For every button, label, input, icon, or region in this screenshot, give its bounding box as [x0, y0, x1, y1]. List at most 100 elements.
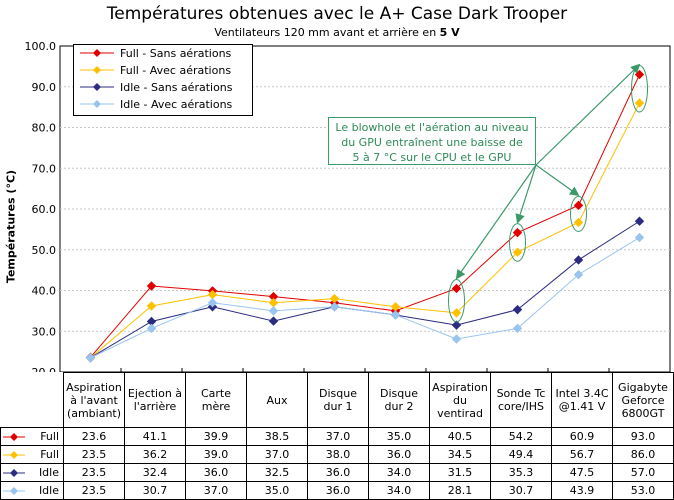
table-corner [1, 373, 64, 428]
table-cell: 35.0 [246, 481, 308, 500]
chart-subtitle: Ventilateurs 120 mm avant et arrière en … [0, 26, 674, 39]
table-cell: 86.0 [612, 445, 674, 464]
row-label: Full [0, 427, 64, 446]
callout-arrow [535, 164, 580, 197]
table-cell: 56.7 [551, 445, 613, 464]
callout-arrow [455, 164, 537, 280]
legend: Full - Sans aérations Full - Avec aératio… [73, 44, 253, 116]
table-cell: 60.9 [551, 427, 613, 446]
legend-marker-icon [80, 49, 114, 57]
data-point [451, 308, 462, 318]
table-row: Idle 23.5 32.4 36.0 32.5 36.0 34.0 31.5 35.3 47.5… [0, 463, 674, 482]
data-point [451, 334, 462, 344]
table-column-header: Ejection à l'arrière [124, 372, 186, 428]
table-cell: 32.4 [124, 463, 186, 482]
y-tick-label: 60.0 [32, 203, 57, 216]
table-cell: 30.7 [490, 481, 552, 500]
table-column-header: Sonde Tc core/IHS [490, 372, 552, 428]
data-point [390, 310, 401, 320]
y-tick-label: 40.0 [32, 285, 57, 298]
table-cell: 35.3 [490, 463, 552, 482]
data-point [146, 323, 157, 334]
highlight-ellipse [570, 195, 587, 232]
callout-line-3: 5 à 7 °C sur le CPU et le GPU [352, 151, 512, 164]
table-cell: 23.6 [63, 427, 125, 446]
table-row: Full 23.6 41.1 39.9 38.5 37.0 35.0 40.5 54.2 60.9… [0, 427, 674, 446]
table-column-header: Gigabyte Geforce 6800GT [612, 372, 674, 428]
data-point [268, 306, 279, 316]
data-point [85, 353, 96, 363]
series-line-1 [90, 102, 640, 359]
table-column-header: Intel 3.4C @1.41 V [551, 372, 613, 428]
data-point [329, 302, 340, 312]
table-cell: 36.0 [307, 463, 369, 482]
table-column-header: Carte mère [185, 372, 247, 428]
table-cell: 39.9 [185, 427, 247, 446]
legend-marker-icon [80, 83, 114, 91]
legend-marker-icon [80, 100, 114, 108]
row-marker-icon [3, 433, 25, 441]
table-cell: 30.7 [124, 481, 186, 500]
table-cell: 41.1 [124, 427, 186, 446]
y-tick-label: 50.0 [32, 244, 57, 257]
data-table: Aspiration à l'avant (ambiant) Ejection à l'… [0, 372, 674, 500]
legend-label: Full - Sans aérations [120, 47, 232, 60]
legend-label: Idle - Sans aérations [120, 81, 233, 94]
table-cell: 93.0 [612, 427, 674, 446]
table-cell: 40.5 [429, 427, 491, 446]
data-point [573, 200, 584, 211]
table-cell: 34.5 [429, 445, 491, 464]
table-cell: 53.0 [612, 481, 674, 500]
table-cell: 57.0 [612, 463, 674, 482]
highlight-ellipse [448, 278, 465, 323]
series-line-0 [90, 74, 640, 358]
table-row: Full 23.5 36.2 39.0 37.0 38.0 36.0 34.5 49.4 56.7… [0, 445, 674, 464]
data-point [512, 323, 523, 334]
table-cell: 23.5 [63, 481, 125, 500]
legend-item: Idle - Avec aérations [74, 96, 252, 113]
table-cell: 54.2 [490, 427, 552, 446]
legend-label: Idle - Avec aérations [120, 98, 233, 111]
legend-item: Full - Avec aérations [74, 62, 252, 79]
data-point [573, 269, 584, 280]
table-column-header: Aux [246, 372, 308, 428]
table-cell: 34.0 [368, 481, 430, 500]
y-tick-label: 80.0 [32, 122, 57, 135]
callout-line-2: du GPU entraînent une baisse de [341, 136, 523, 149]
table-column-header: Aspiration à l'avant (ambiant) [63, 372, 125, 428]
row-label-text: Idle [38, 466, 59, 479]
y-axis-label: Températures (°C) [4, 169, 18, 284]
table-cell: 38.5 [246, 427, 308, 446]
row-label-text: Full [40, 448, 59, 461]
y-tick-label: 30.0 [32, 325, 57, 338]
data-point [451, 283, 462, 294]
row-marker-icon [3, 469, 25, 477]
table-cell: 34.0 [368, 463, 430, 482]
table-cell: 32.5 [246, 463, 308, 482]
data-point [512, 247, 523, 257]
table-cell: 47.5 [551, 463, 613, 482]
table-cell: 37.0 [185, 481, 247, 500]
y-tick-label: 70.0 [32, 162, 57, 175]
data-point [634, 232, 645, 243]
row-label: Idle [0, 481, 64, 500]
y-tick-label: 90.0 [32, 81, 57, 94]
table-cell: 28.1 [429, 481, 491, 500]
data-point [207, 298, 218, 308]
table-cell: 23.5 [63, 445, 125, 464]
data-point [634, 98, 645, 108]
series-line-3 [90, 237, 640, 359]
annotation-callout: Le blowhole et l'aération au niveau du G… [328, 117, 536, 165]
data-point [634, 216, 645, 226]
row-label: Idle [0, 463, 64, 482]
legend-item: Full - Sans aérations [74, 45, 252, 62]
data-point [512, 304, 523, 315]
data-point [573, 217, 584, 228]
data-point [573, 255, 584, 265]
row-marker-icon [3, 451, 25, 459]
callout-arrow [535, 63, 641, 166]
legend-item: Idle - Sans aérations [74, 79, 252, 96]
table-cell: 36.0 [185, 463, 247, 482]
data-point [146, 281, 157, 291]
table-column-header: Disque dur 2 [368, 372, 430, 428]
